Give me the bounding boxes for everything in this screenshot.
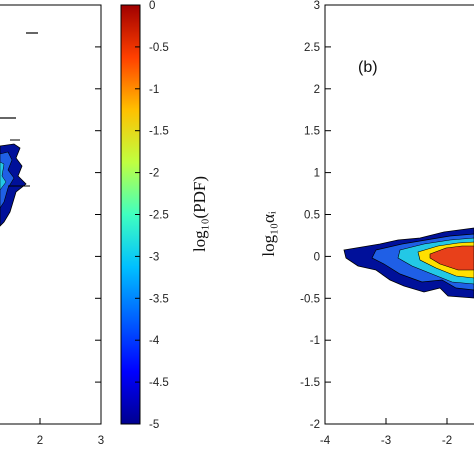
colorbar-tick-label: -3.5 [149,293,169,305]
panel-a-contour-inner [0,161,7,191]
colorbar-label: log₁₀(PDF) [190,176,209,252]
panel-b-ytick-label: 1.5 [304,126,320,138]
panel-b-ytick-label: -1 [310,335,320,347]
colorbar-tick-label: 0 [149,0,155,12]
panel-b-ytick-label: 1 [314,168,320,180]
panel-b-ytick-label: -1.5 [300,377,320,389]
panel-a-contours [0,32,38,227]
colorbar-tick-label: -4 [149,335,160,347]
colorbar-tick-label: -2.5 [149,210,169,222]
panel-b-ytick-label: 3 [314,0,320,12]
panel-a-xtick-label: 3 [98,435,104,447]
colorbar: 0 -0.5 -1 -1.5 -2 -2.5 -3 -3.5 -4 -4.5 -5 log₁₀(PD… [120,0,209,431]
colorbar-tick-label: -3 [149,251,159,263]
panel-b-contours [343,227,474,299]
panel-b-contour-level-5 [429,245,474,271]
panel-b-ytick-label: 2.5 [304,42,320,54]
panel-b-ytick-label: -0.5 [300,293,320,305]
panel-b-ytick-label: 2 [314,84,320,96]
panel-b-ytick-label: 0 [314,251,320,263]
panel-b-ytick-label: -2 [310,419,320,431]
panel-b-xtick-label: -2 [442,435,452,447]
panel-b-xticks: -4 -3 -2 [320,418,452,447]
colorbar-tick-label: -2 [149,168,159,180]
panel-a-right-ticks [95,4,101,425]
panel-b-ylabel: log₁₀αᵢ [259,211,278,256]
colorbar-tick-label: -0.5 [149,42,169,54]
colorbar-tick-label: -4.5 [149,377,169,389]
panel-a-xtick-label: 2 [37,435,43,447]
panel-b-xtick-label: -3 [381,435,391,447]
panel-b: -4 -3 -2 -2 -1.5 -1 -0.5 0 0.5 1 1.5 2 2.5 3 (b) log… [259,0,474,447]
panel-b-ytick-label: 0.5 [304,210,320,222]
panel-b-axes-box [324,4,474,425]
panel-b-yticks: -2 -1.5 -1 -0.5 0 0.5 1 1.5 2 2.5 3 [300,0,331,431]
colorbar-tick-label: -1.5 [149,126,169,138]
panel-a-axes-box [0,4,102,425]
colorbar-tick-label: -5 [149,419,159,431]
panel-b-xtick-label: -4 [320,435,331,447]
panel-b-tag: (b) [358,59,378,76]
colorbar-tick-label: -1 [149,84,159,96]
colorbar-ticks: 0 -0.5 -1 -1.5 -2 -2.5 -3 -3.5 -4 -4.5 -5 [135,0,169,431]
